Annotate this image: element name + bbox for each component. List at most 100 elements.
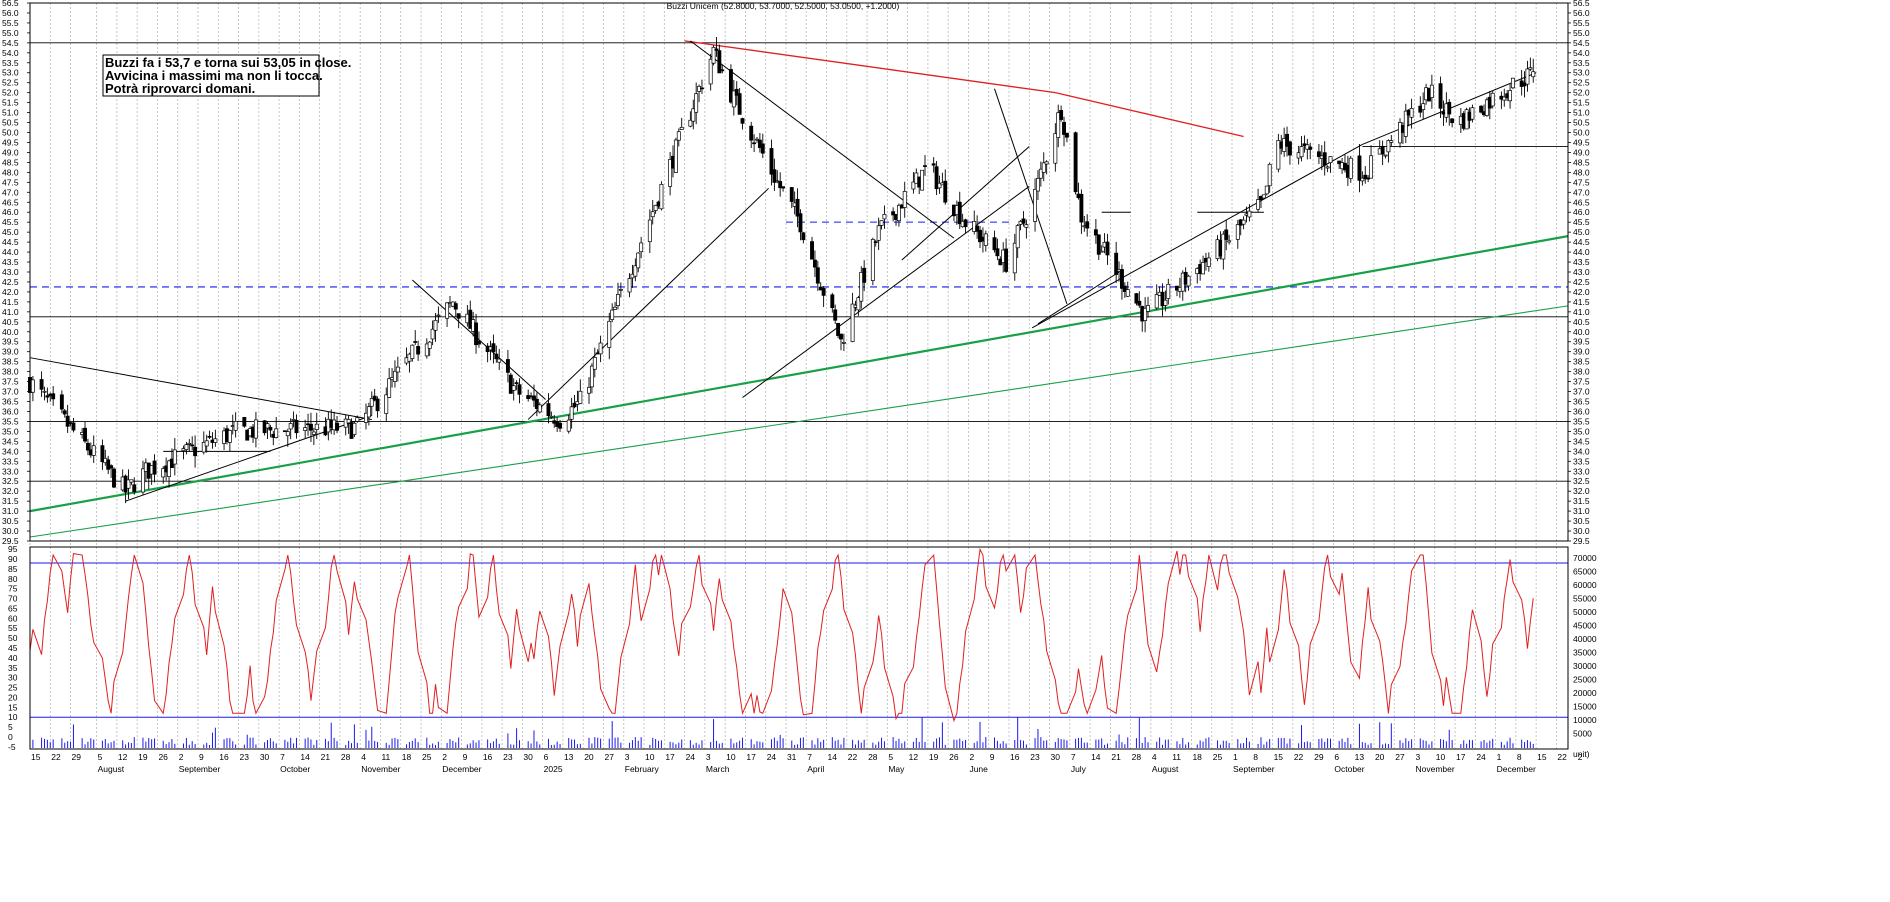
indicator-panel-frame [29,546,1569,750]
candle-body [288,423,293,430]
candle-body [511,385,516,391]
candle-body [1073,132,1078,193]
candle-body [1079,194,1084,223]
candle-body [911,181,916,190]
candle-body [566,419,571,432]
x-tick-label: 7 [1071,752,1076,762]
candle-body [1316,151,1321,157]
candle-body [190,444,195,447]
y-tick-label-right: 34.0 [1573,446,1590,456]
x-tick-label: 3 [625,752,630,762]
candle-body [749,125,754,141]
y-tick-label-left: 35.0 [2,426,19,436]
candle-body [303,427,308,431]
candle-body [1386,140,1391,153]
candle-body [85,442,90,451]
x-tick-label: 3 [706,752,711,762]
candle-body [100,445,105,463]
candle-body [1470,107,1475,120]
x-tick-label: 22 [51,752,61,762]
candle-body [71,422,76,431]
candle-body [795,198,800,217]
indicator-tick-left: 85 [8,564,18,574]
candle-body [1429,84,1434,99]
candle-body [445,302,450,319]
y-tick-label-left: 51.0 [2,108,19,118]
candle-body [659,184,664,210]
y-tick-label-right: 42.0 [1573,287,1590,297]
candle-body [30,379,35,393]
candle-body [752,142,757,145]
candle-body [688,119,693,127]
indicator-tick-left: 55 [8,623,18,633]
y-tick-label-right: 51.0 [1573,108,1590,118]
candle-body [578,390,583,404]
y-tick-label-left: 30.0 [2,526,19,536]
trendline [1037,271,1120,325]
x-tick-label: 12 [118,752,128,762]
annotation-line-1: Buzzi fa i 53,7 e torna sui 53,05 in clo… [105,55,351,70]
candle-body [497,358,502,363]
candle-body [1221,233,1226,260]
y-tick-label-right: 37.5 [1573,377,1590,387]
candle-body [870,239,875,281]
y-tick-label-left: 47.5 [2,177,19,187]
indicator-tick-left: 50 [8,633,18,643]
x-tick-label: 5 [888,752,893,762]
candle-body [1308,146,1313,150]
candle-body [714,48,719,51]
indicator-tick-right: 40000 [1573,634,1597,644]
x-tick-label: 25 [422,752,432,762]
x-tick-label: 8 [1253,752,1258,762]
candle-body [607,320,612,348]
candle-body [653,205,658,211]
y-tick-label-left: 34.0 [2,446,19,456]
x-tick-label: 1 [1497,752,1502,762]
candle-body [1490,92,1495,107]
y-tick-label-left: 54.0 [2,48,19,58]
candle-body [335,422,339,431]
candle-body [1360,177,1365,182]
candle-body [717,50,722,74]
candle-body [39,379,44,390]
y-tick-label-left: 53.0 [2,68,19,78]
indicator-tick-right: 25000 [1573,675,1597,685]
y-tick-label-left: 44.5 [2,237,19,247]
candle-body [810,241,814,260]
candle-body [1201,262,1206,275]
indicator-tick-right: 70000 [1573,553,1597,563]
candle-body [1369,155,1373,179]
candle-body [1166,283,1171,299]
candle-body [740,118,745,124]
candle-body [720,69,725,72]
candle-body [610,309,615,320]
x-tick-label: 2 [1578,752,1583,762]
candle-body [836,322,841,336]
y-tick-label-right: 31.5 [1573,496,1590,506]
candle-body [1163,299,1168,306]
x-tick-label: 6 [544,752,549,762]
y-tick-label-right: 53.0 [1573,68,1590,78]
candle-body [1247,210,1252,218]
chart-title: Buzzi Unicem (52.8000, 53.7000, 52.5000,… [667,1,900,11]
x-month-label: November [1415,764,1454,774]
candle-body [375,398,380,412]
x-tick-label: 2 [179,752,184,762]
indicator-tick-left: 60 [8,613,18,623]
x-month-label: August [98,764,125,774]
candle-body [201,442,206,453]
candle-body [1096,234,1101,255]
y-tick-label-right: 30.5 [1573,516,1590,526]
x-tick-label: 30 [523,752,533,762]
y-tick-label-left: 55.5 [2,18,19,28]
candle-body [112,468,116,488]
candle-body [734,88,739,96]
y-tick-label-right: 50.5 [1573,118,1590,128]
candle-body [694,93,699,113]
candle-body [1114,252,1119,275]
candle-body [1038,168,1043,179]
candle-body [1024,224,1029,228]
indicator-tick-left: 15 [8,702,18,712]
candle-body [613,306,618,310]
candle-body [207,435,212,438]
